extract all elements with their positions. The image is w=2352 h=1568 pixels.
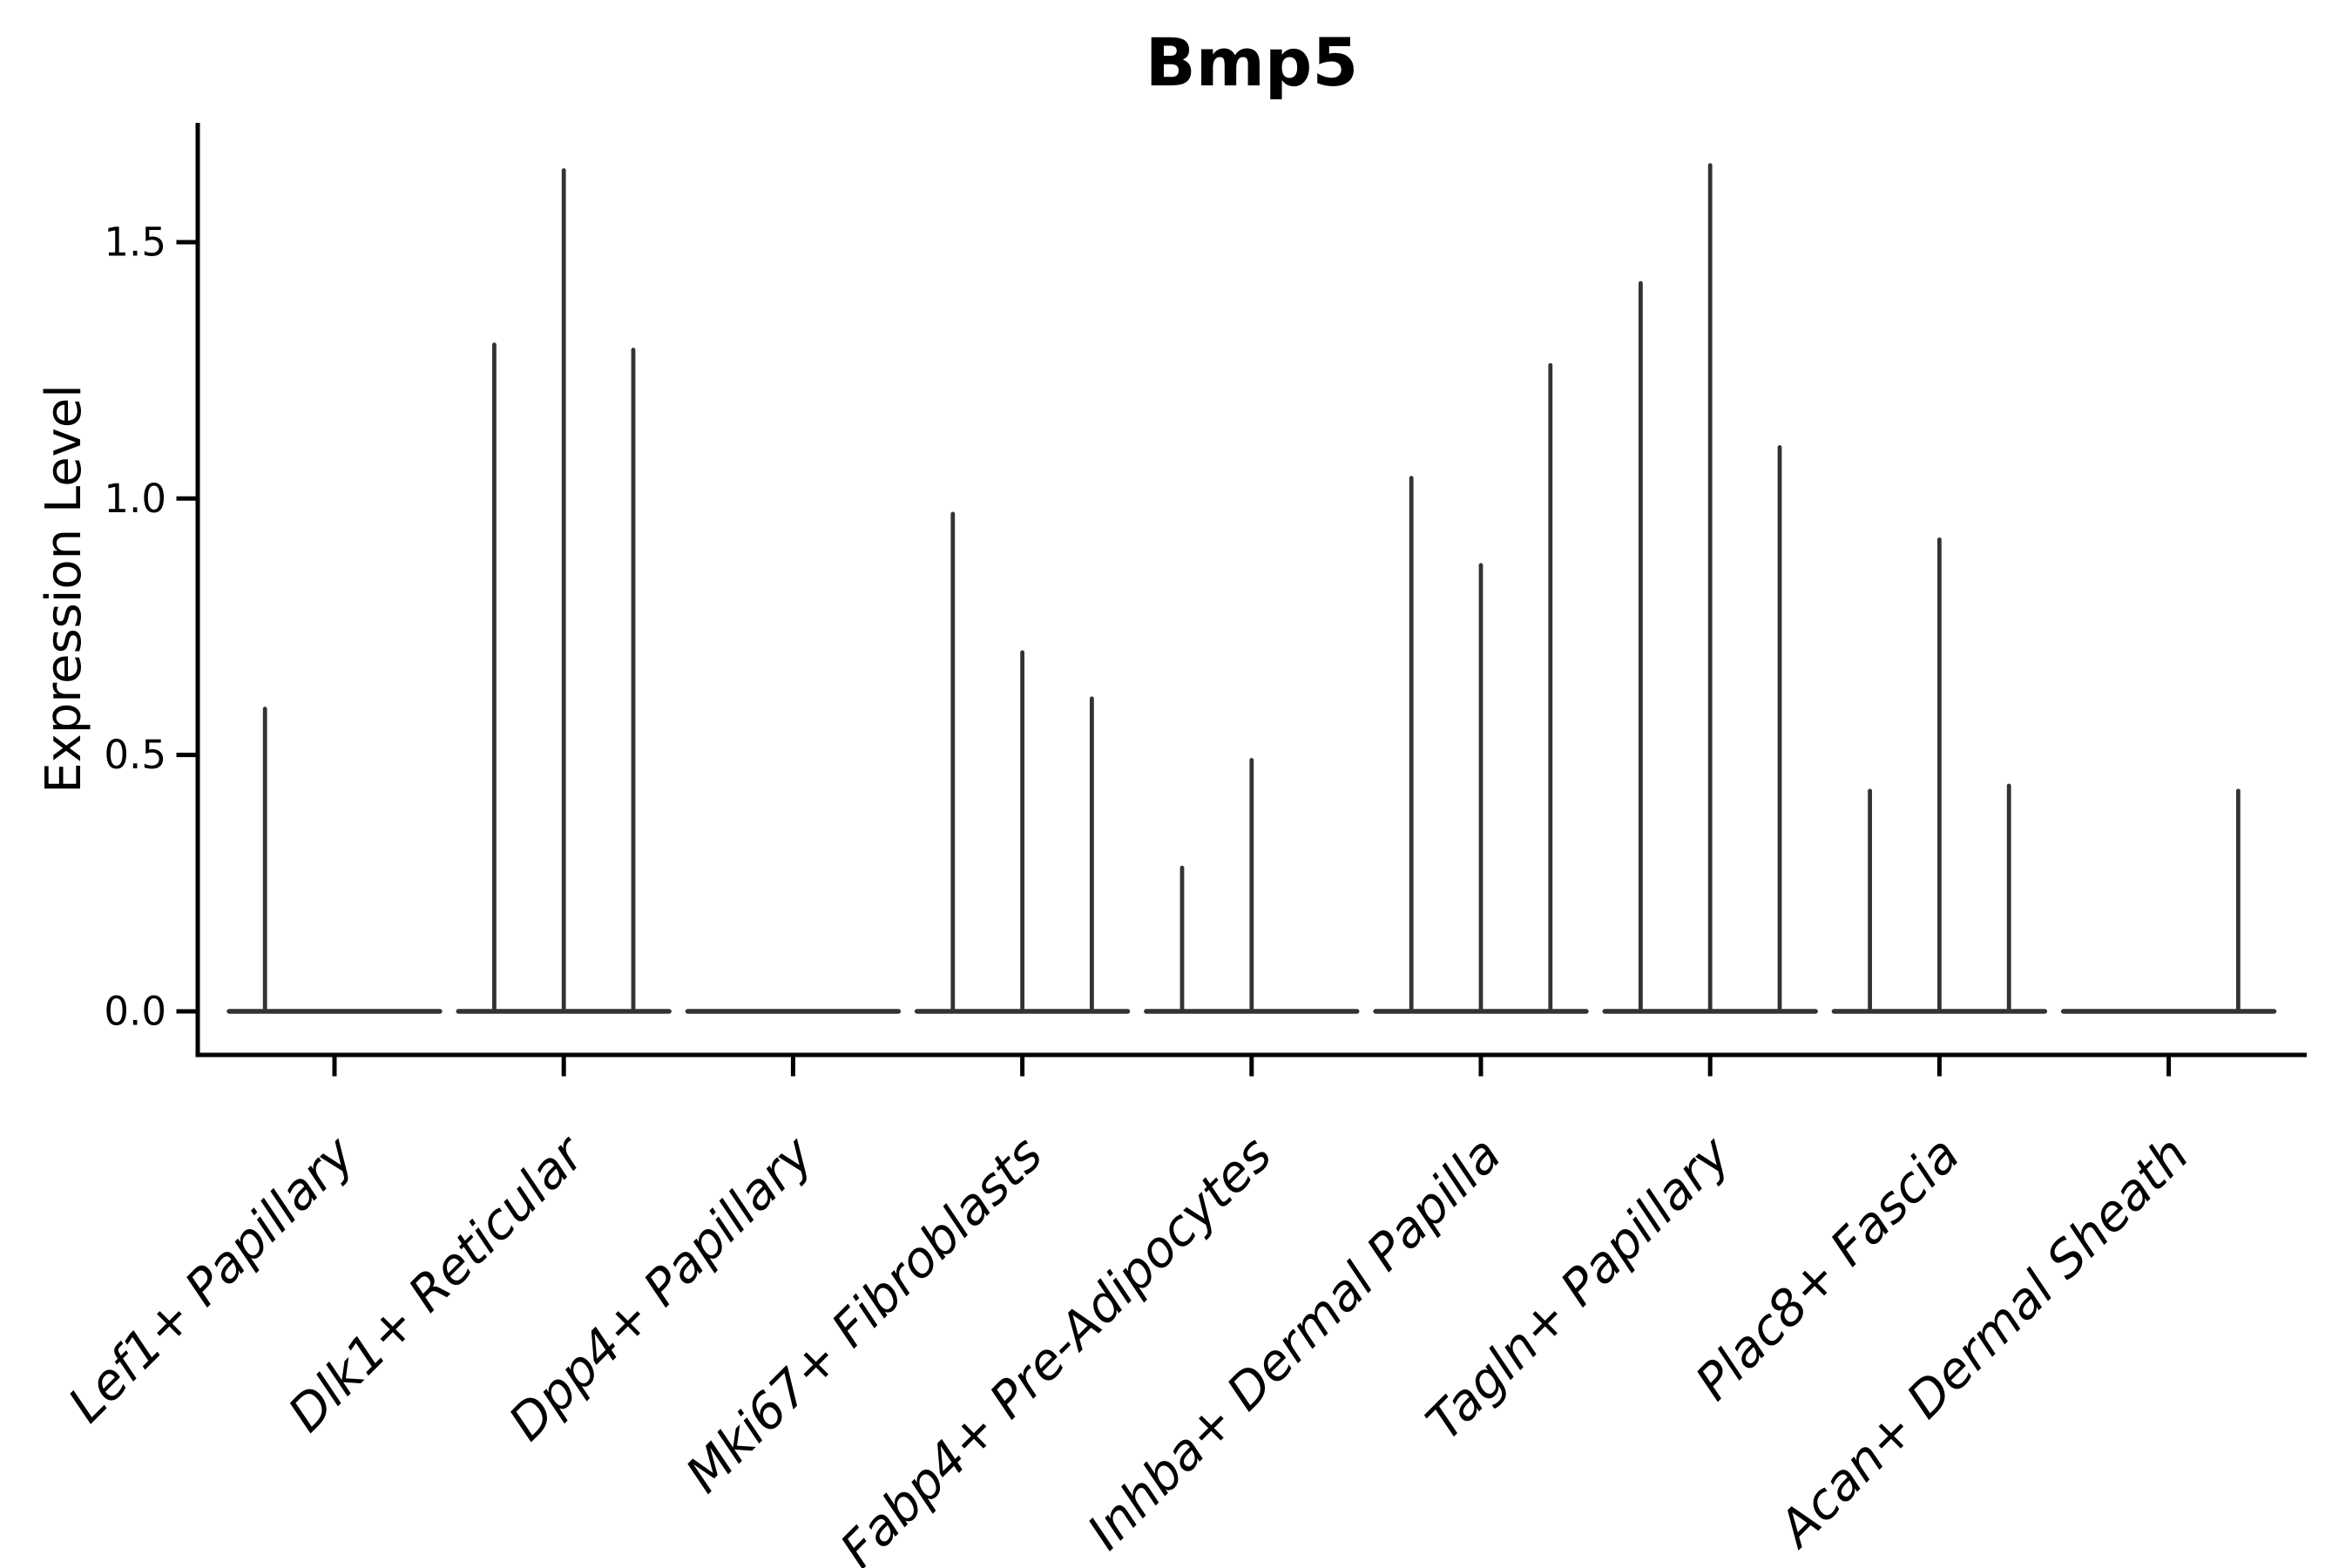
y-tick-label: 1.5 xyxy=(104,219,166,265)
x-tick-label: Acan+ Dermal Sheath xyxy=(1766,1125,2200,1559)
plot-title: Bmp5 xyxy=(1145,24,1359,101)
y-tick-label: 1.0 xyxy=(104,476,166,522)
x-tick-label: Inhba+ Dermal Papilla xyxy=(1077,1125,1512,1561)
y-axis-label: Expression Level xyxy=(36,384,92,794)
y-tick-label: 0.5 xyxy=(104,732,166,778)
y-tick-label: 0.0 xyxy=(104,989,166,1035)
x-tick-label: Fabp4+ Pre-Adipocytes xyxy=(829,1125,1282,1568)
